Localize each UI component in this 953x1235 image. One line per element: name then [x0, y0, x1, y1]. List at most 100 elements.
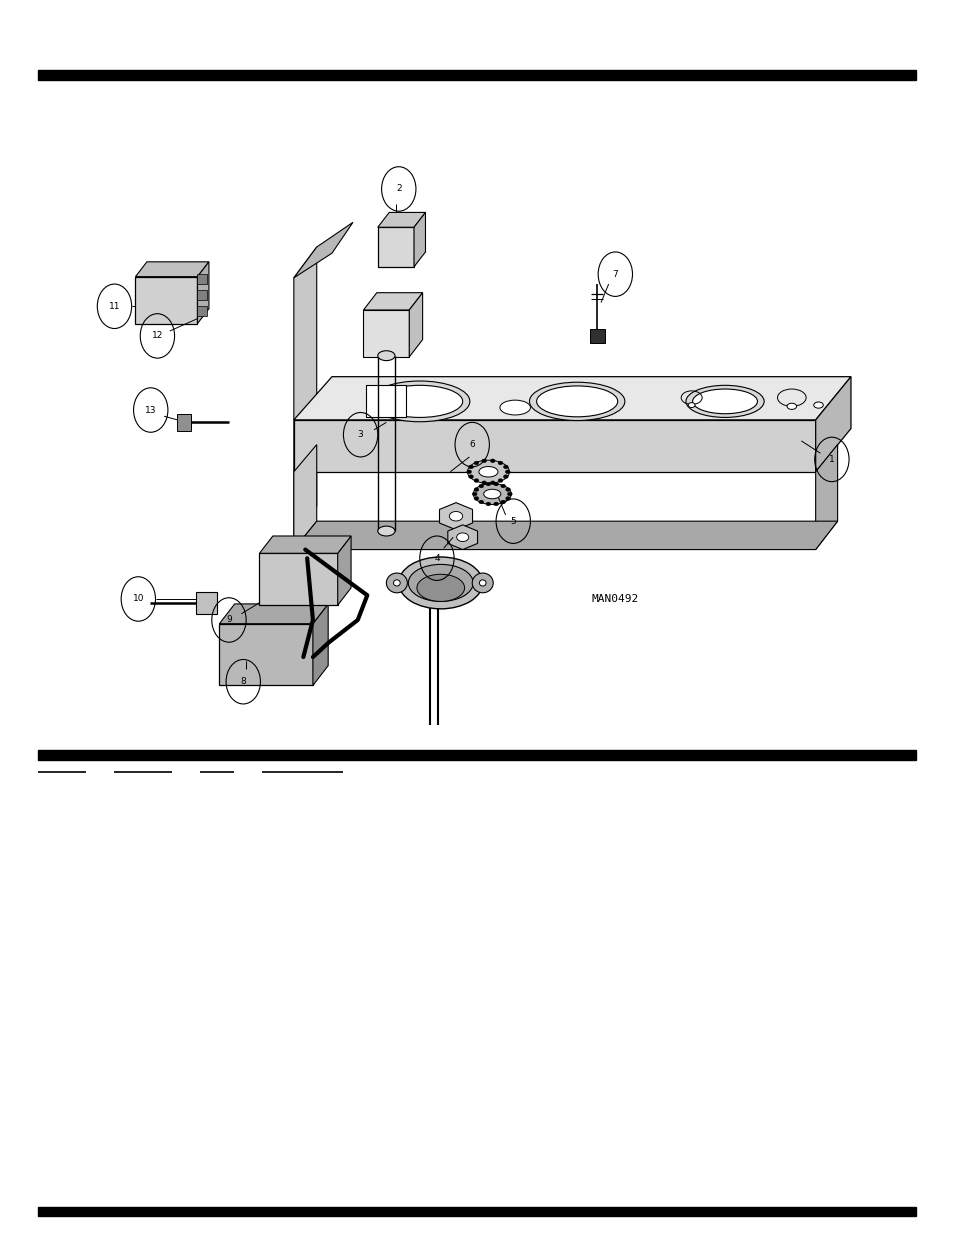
- Ellipse shape: [472, 493, 476, 495]
- Ellipse shape: [377, 526, 395, 536]
- Ellipse shape: [485, 482, 490, 485]
- Polygon shape: [815, 445, 837, 550]
- Ellipse shape: [468, 474, 473, 478]
- Polygon shape: [363, 293, 422, 310]
- Bar: [135, 277, 197, 324]
- Ellipse shape: [503, 466, 508, 469]
- Text: MAN0492: MAN0492: [591, 594, 639, 604]
- Ellipse shape: [478, 500, 483, 504]
- Text: 11: 11: [109, 301, 120, 311]
- Polygon shape: [294, 445, 316, 550]
- Ellipse shape: [478, 580, 485, 585]
- Polygon shape: [219, 604, 328, 624]
- Ellipse shape: [416, 574, 464, 601]
- Text: 8: 8: [240, 677, 246, 687]
- Ellipse shape: [377, 351, 395, 361]
- Text: 4: 4: [434, 553, 439, 563]
- Bar: [377, 227, 414, 267]
- Bar: [38, 750, 915, 760]
- Ellipse shape: [505, 471, 510, 473]
- Polygon shape: [337, 536, 351, 605]
- Ellipse shape: [468, 466, 473, 469]
- Ellipse shape: [505, 488, 510, 492]
- Bar: [259, 553, 337, 605]
- Ellipse shape: [398, 557, 482, 609]
- Ellipse shape: [490, 459, 495, 463]
- Ellipse shape: [472, 573, 493, 593]
- Ellipse shape: [474, 496, 478, 500]
- Ellipse shape: [408, 564, 473, 601]
- Polygon shape: [294, 420, 815, 472]
- Ellipse shape: [497, 461, 502, 464]
- Ellipse shape: [393, 580, 400, 585]
- Text: 1: 1: [828, 454, 834, 464]
- Ellipse shape: [497, 479, 502, 483]
- Bar: [219, 624, 313, 685]
- Ellipse shape: [456, 534, 468, 542]
- Ellipse shape: [813, 403, 822, 408]
- Ellipse shape: [474, 488, 478, 492]
- Polygon shape: [313, 604, 328, 685]
- Ellipse shape: [369, 380, 469, 422]
- Ellipse shape: [507, 493, 512, 495]
- Ellipse shape: [494, 503, 498, 506]
- Ellipse shape: [505, 496, 510, 500]
- Ellipse shape: [481, 459, 486, 463]
- Ellipse shape: [483, 489, 500, 499]
- Ellipse shape: [786, 403, 796, 410]
- Ellipse shape: [473, 484, 511, 504]
- Polygon shape: [815, 377, 850, 472]
- Ellipse shape: [536, 385, 618, 417]
- Polygon shape: [377, 212, 425, 227]
- Bar: [366, 385, 406, 417]
- Text: 5: 5: [510, 516, 516, 526]
- Ellipse shape: [500, 484, 505, 488]
- Bar: [195, 592, 216, 614]
- Ellipse shape: [499, 400, 530, 415]
- Ellipse shape: [467, 461, 509, 483]
- Ellipse shape: [685, 385, 763, 417]
- Bar: [363, 310, 409, 357]
- Polygon shape: [294, 222, 353, 278]
- Ellipse shape: [376, 385, 462, 417]
- Bar: [38, 1207, 915, 1216]
- Ellipse shape: [474, 461, 478, 464]
- Bar: [197, 290, 207, 300]
- Bar: [177, 414, 191, 431]
- Ellipse shape: [494, 482, 498, 485]
- Ellipse shape: [500, 500, 505, 504]
- Ellipse shape: [386, 573, 407, 593]
- Text: 12: 12: [152, 331, 163, 341]
- Ellipse shape: [474, 479, 478, 483]
- Ellipse shape: [503, 474, 508, 478]
- Text: 6: 6: [469, 440, 475, 450]
- Bar: [197, 306, 207, 316]
- Ellipse shape: [478, 467, 497, 477]
- Ellipse shape: [485, 503, 490, 506]
- Text: 3: 3: [357, 430, 363, 440]
- Polygon shape: [447, 525, 477, 550]
- Polygon shape: [439, 503, 472, 530]
- Polygon shape: [409, 293, 422, 357]
- Ellipse shape: [449, 511, 462, 521]
- Ellipse shape: [687, 403, 694, 408]
- Ellipse shape: [466, 471, 471, 473]
- Ellipse shape: [490, 480, 495, 484]
- Bar: [197, 274, 207, 284]
- Ellipse shape: [692, 389, 757, 414]
- Ellipse shape: [478, 484, 483, 488]
- Polygon shape: [135, 262, 209, 277]
- Polygon shape: [197, 262, 209, 324]
- Text: 9: 9: [226, 615, 232, 625]
- Polygon shape: [294, 247, 316, 537]
- Text: 10: 10: [132, 594, 144, 604]
- Text: 7: 7: [612, 269, 618, 279]
- Ellipse shape: [529, 383, 624, 420]
- Polygon shape: [294, 521, 837, 550]
- Bar: [38, 70, 915, 80]
- Polygon shape: [294, 377, 850, 420]
- Polygon shape: [259, 536, 351, 553]
- Polygon shape: [414, 212, 425, 267]
- Text: 13: 13: [145, 405, 156, 415]
- Text: 2: 2: [395, 184, 401, 194]
